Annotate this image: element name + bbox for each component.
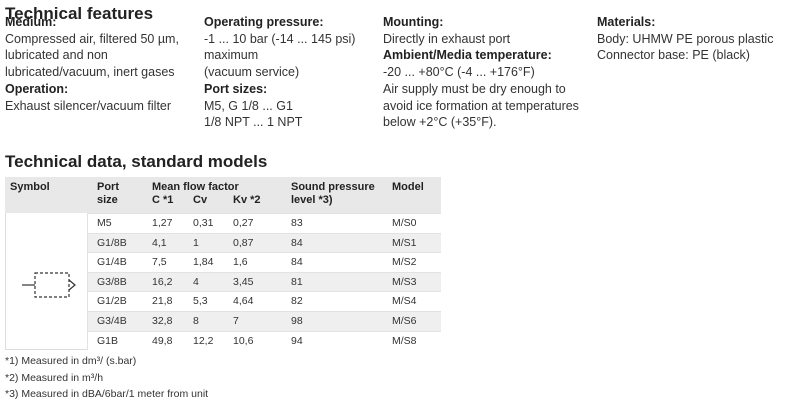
table-cell: 94: [291, 334, 303, 347]
table-cell: G3/4B: [97, 315, 127, 327]
page-title: Technical features: [5, 4, 154, 23]
feature-label: Medium:: [5, 15, 57, 29]
table-cell: M/S2: [392, 256, 417, 269]
table-cell: G1B: [97, 334, 119, 347]
feature-label: Operating pressure:: [204, 15, 324, 29]
table-header: Mean flow factor: [152, 181, 239, 193]
table-row-bg: [87, 311, 441, 331]
section-title: Technical data, standard models: [5, 152, 268, 171]
feature-text: M5, G 1/8 ... G1: [204, 98, 293, 113]
feature-text: Exhaust silencer/vacuum filter: [5, 98, 172, 113]
feature-text: (vacuum service): [204, 65, 300, 80]
table-cell: 0,27: [233, 217, 254, 229]
table-cell: 1,27: [152, 217, 173, 229]
table-cell: 12,2: [193, 334, 214, 347]
table-header: Cv: [193, 194, 208, 206]
feature-text: Compressed air, filtered 50 µm,: [5, 31, 179, 46]
table-cell: 4,64: [233, 295, 254, 308]
feature-text: 1/8 NPT ... 1 NPT: [204, 115, 303, 130]
feature-text: maximum: [204, 48, 259, 63]
table-row-bg: [87, 252, 441, 272]
feature-text: lubricated/vacuum, inert gases: [5, 65, 175, 80]
footnote: *3) Measured in dBA/6bar/1 meter from un…: [5, 388, 209, 400]
table-header: Port size: [97, 181, 119, 206]
table-cell: 49,8: [152, 334, 173, 347]
table-cell: 1,6: [233, 256, 248, 269]
table-cell: 4,1: [152, 236, 167, 249]
table-cell: M/S6: [392, 315, 417, 327]
table-cell: 81: [291, 275, 303, 288]
feature-label: Port sizes:: [204, 81, 268, 96]
table-header: Kv *2: [233, 194, 261, 206]
table-row-bg: [87, 291, 441, 311]
feature-label: Ambient/Media temperature:: [383, 48, 552, 63]
table-cell: 10,6: [233, 334, 254, 347]
feature-text: Body: UHMW PE porous plastic: [597, 31, 774, 46]
feature-text: lubricated and non: [5, 48, 108, 63]
table-cell: 7: [233, 315, 239, 327]
feature-label: Materials:: [597, 15, 656, 29]
table-cell: 0,87: [233, 236, 254, 249]
table-cell: G1/4B: [97, 256, 127, 269]
table-cell: G1/8B: [97, 236, 127, 249]
table-cell: 32,8: [152, 315, 173, 327]
table-header-bg: [5, 177, 441, 213]
feature-text: -1 ... 10 bar (-14 ... 145 psi): [204, 31, 356, 46]
table-cell: 98: [291, 315, 303, 327]
table-row-bg: [87, 330, 441, 351]
table-cell: M/S3: [392, 275, 417, 288]
silencer-symbol: [22, 272, 76, 298]
table-cell: 84: [291, 236, 303, 249]
feature-label: Mounting:: [383, 15, 444, 29]
footnote: *1) Measured in dm³/ (s.bar): [5, 355, 137, 367]
table-cell: 3,45: [233, 275, 254, 288]
table-cell: 8: [193, 315, 199, 327]
table-cell: 84: [291, 256, 303, 269]
table-cell: 5,3: [193, 295, 208, 308]
feature-text: Connector base: PE (black): [597, 48, 750, 63]
table-row-bg: [87, 271, 441, 292]
table-cell: 16,2: [152, 275, 173, 288]
table-cell: M/S0: [392, 217, 417, 229]
table-cell: M/S4: [392, 295, 417, 308]
table-cell: 21,8: [152, 295, 173, 308]
footnote: *2) Measured in m³/h: [5, 371, 104, 384]
symbol-cell-border: [87, 213, 88, 351]
feature-text: avoid ice formation at temperatures: [383, 98, 579, 113]
table-header: Sound pressure level *3): [291, 181, 375, 206]
feature-text: Air supply must be dry enough to: [383, 81, 566, 96]
table-cell: 83: [291, 217, 303, 229]
feature-text: Directly in exhaust port: [383, 31, 511, 46]
table-row-bg: [87, 232, 441, 253]
table-cell: 7,5: [152, 256, 167, 269]
table-cell: M5: [97, 217, 112, 229]
table-cell: 4: [193, 275, 199, 288]
table-header: C *1: [152, 194, 174, 206]
table-header: Symbol: [10, 181, 50, 193]
table-cell: 0,31: [193, 217, 214, 229]
feature-text: -20 ... +80°C (-4 ... +176°F): [383, 65, 535, 80]
feature-text: below +2°C (+35°F).: [383, 115, 497, 130]
feature-label: Operation:: [5, 81, 69, 96]
table-header: Model: [392, 181, 424, 193]
table-cell: 1: [193, 236, 199, 249]
table-cell: 1,84: [193, 256, 214, 269]
table-cell: M/S8: [392, 334, 417, 347]
table-row-bg: [87, 213, 441, 233]
table-cell: G3/8B: [97, 275, 127, 288]
table-cell: G1/2B: [97, 295, 127, 308]
table-cell: 82: [291, 295, 303, 308]
table-cell: M/S1: [392, 236, 417, 249]
